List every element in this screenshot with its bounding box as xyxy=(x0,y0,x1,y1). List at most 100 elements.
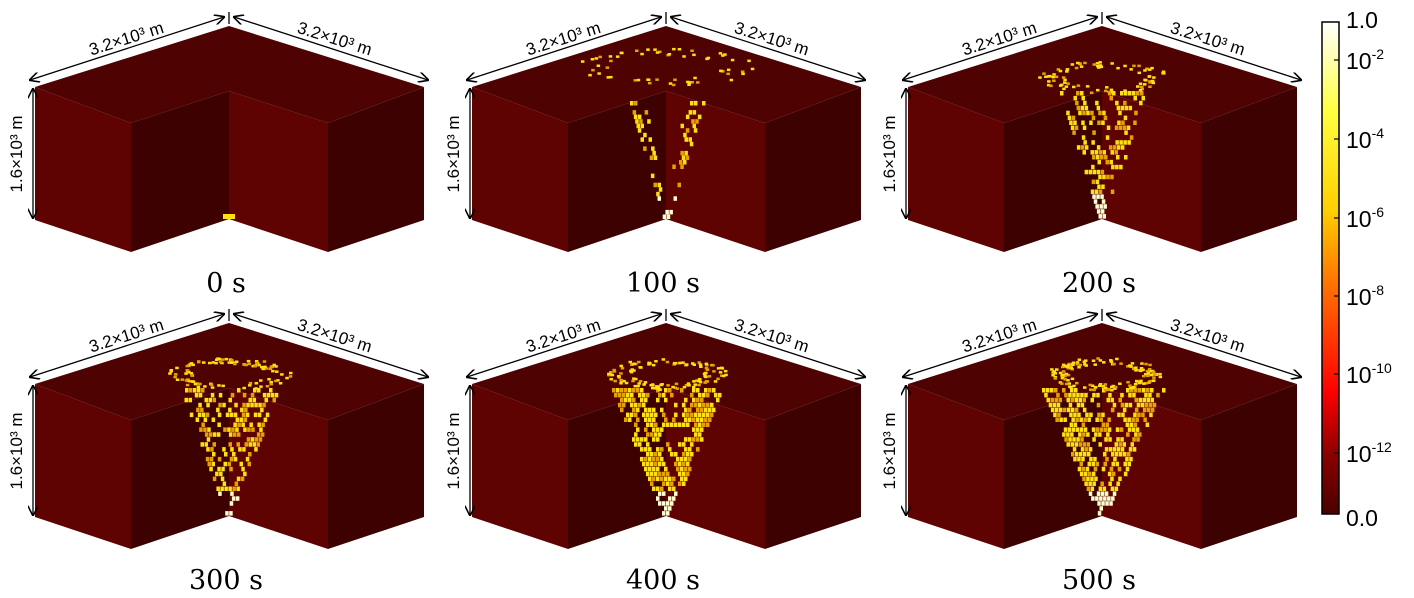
plume-cell xyxy=(240,407,244,413)
plume-cell xyxy=(1052,402,1057,408)
plume-cell xyxy=(1135,417,1139,422)
plume-cell xyxy=(1116,105,1121,111)
plume-cell xyxy=(1137,64,1141,68)
plume-cell xyxy=(620,388,624,393)
plume-cell xyxy=(1050,388,1054,393)
plume-cell xyxy=(252,442,256,447)
plume-cell xyxy=(678,481,682,486)
plume-cell xyxy=(1055,417,1059,422)
plume-cell xyxy=(248,452,252,457)
plume-cell xyxy=(1148,402,1153,408)
plume-cell xyxy=(646,461,650,467)
plume-cell xyxy=(666,481,670,486)
plume-cell xyxy=(243,427,247,432)
plume-cell xyxy=(1113,385,1118,389)
block-inner-wall-left xyxy=(131,91,229,252)
plume-cell xyxy=(1139,367,1144,370)
plume-cell xyxy=(693,76,697,80)
plume-cell xyxy=(1103,388,1108,392)
plume-cell xyxy=(624,388,628,393)
plume-cell xyxy=(211,417,216,422)
plume-cell xyxy=(189,362,194,365)
plume-cell xyxy=(710,412,714,418)
plume-cell xyxy=(1093,386,1098,389)
plume-cell xyxy=(696,427,700,432)
plume-cell xyxy=(253,412,258,418)
plume-cell xyxy=(1111,471,1116,477)
plume-cell xyxy=(1072,130,1076,135)
plume-cell xyxy=(696,417,700,422)
plume-cell xyxy=(1083,452,1087,457)
plume-cell xyxy=(1146,388,1150,393)
plume-cell xyxy=(1140,402,1145,408)
plume-cell xyxy=(1104,491,1109,496)
plume-cell xyxy=(1091,140,1095,145)
plume-cell xyxy=(624,397,628,403)
plume-cell xyxy=(684,447,688,452)
plume-cell xyxy=(1059,417,1063,422)
plume-cell xyxy=(1147,381,1151,384)
plume-cell xyxy=(616,375,621,378)
plume-cell xyxy=(1153,373,1157,376)
plume-cell xyxy=(1067,382,1071,385)
plume-cell xyxy=(222,481,227,486)
plume-cell xyxy=(1063,427,1068,432)
plume-cell xyxy=(233,422,237,427)
plume-cell xyxy=(205,412,210,418)
plume-cell xyxy=(1129,386,1133,390)
plume-cell xyxy=(254,437,259,442)
plume-cell xyxy=(236,486,240,491)
plume-cell xyxy=(1092,437,1096,442)
plume-cell xyxy=(706,56,711,60)
plume-cell xyxy=(698,392,702,398)
plume-cell xyxy=(246,359,251,363)
plume-cell xyxy=(685,128,690,133)
plume-cell xyxy=(634,412,638,418)
plume-cell xyxy=(1101,412,1105,418)
plume-cell xyxy=(1060,83,1064,87)
plume-cell xyxy=(651,386,655,390)
plume-cell xyxy=(1098,61,1102,64)
plume-cell xyxy=(662,491,666,496)
plume-cell xyxy=(235,427,239,432)
plume-cell xyxy=(684,397,688,403)
plume-cell xyxy=(1142,388,1146,393)
plume-cell xyxy=(1109,95,1113,101)
plume-cell xyxy=(654,360,658,363)
plume-cell xyxy=(644,417,648,422)
plume-cell xyxy=(1125,422,1130,427)
plume-cell xyxy=(1161,70,1166,73)
plume-cell xyxy=(700,437,704,442)
plume-cell xyxy=(1095,204,1099,209)
plume-cell xyxy=(1099,417,1103,422)
plume-cell xyxy=(1097,120,1101,125)
plume-cell xyxy=(619,382,623,385)
plume-cell xyxy=(591,68,595,72)
plume-cell xyxy=(632,362,636,366)
plume-cell xyxy=(1076,91,1080,96)
plume-cell xyxy=(713,380,718,383)
plume-cell xyxy=(694,101,698,106)
plume-cell xyxy=(710,402,714,408)
plume-cell xyxy=(1134,432,1138,437)
plume-cell xyxy=(634,432,638,437)
plume-cell xyxy=(251,427,255,432)
plume-cell xyxy=(674,461,678,467)
plume-cell xyxy=(696,81,700,84)
plume-cell xyxy=(650,432,654,437)
plume-cell xyxy=(688,466,692,472)
plume-cell xyxy=(210,392,215,398)
plume-cell xyxy=(1111,452,1115,457)
plume-cell xyxy=(1081,95,1085,101)
plume-cell xyxy=(1060,382,1064,385)
plume-cell xyxy=(1079,452,1083,457)
plume-cell xyxy=(637,360,641,364)
plume-cell xyxy=(1127,461,1131,467)
plume-cell xyxy=(1079,417,1083,422)
plume-cell xyxy=(233,362,237,366)
plume-cell xyxy=(265,412,270,418)
plume-cell xyxy=(1088,491,1093,496)
plume-cell xyxy=(260,432,265,437)
plume-cell xyxy=(222,447,226,452)
plume-cell xyxy=(648,447,652,452)
